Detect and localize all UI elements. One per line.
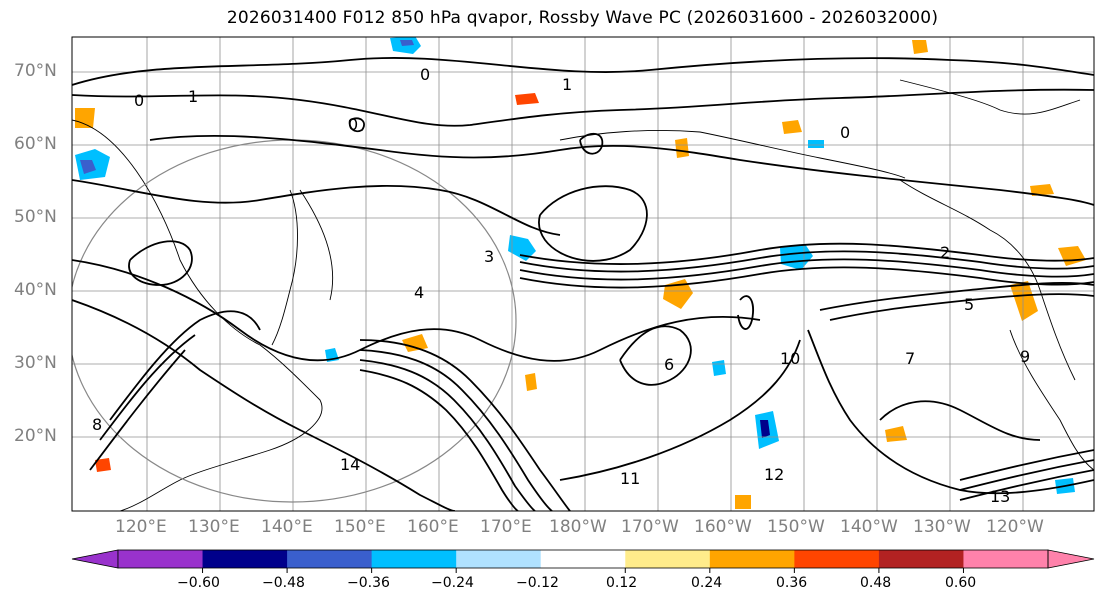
contour-label: 5 [964, 295, 974, 314]
lat-label-30n: 30°N [14, 353, 57, 373]
map-title: 2026031400 F012 850 hPa qvapor, Rossby W… [226, 8, 939, 28]
contour-label: 11 [620, 469, 640, 488]
lon-label-180w: 180°W [549, 517, 607, 537]
lat-label-50n: 50°N [14, 207, 57, 227]
colorbar-tick-label: −0.12 [516, 575, 559, 591]
contour-label: 12 [764, 465, 784, 484]
contour-label: 10 [780, 349, 800, 368]
lon-label-140w: 140°W [840, 517, 898, 537]
contour-label-group: 0 1 0 0 0 1 2 3 4 5 6 7 8 9 10 11 12 13 … [92, 65, 1030, 506]
contour-label: 0 [348, 115, 358, 134]
colorbar-tick-label: 0.12 [606, 575, 638, 591]
colorbar-tick-label: 0.36 [776, 575, 808, 591]
lon-label-150w: 150°W [767, 517, 825, 537]
map-frame [71, 36, 1095, 512]
lon-label-170e: 170°E [480, 517, 532, 537]
contour-label: 0 [840, 123, 850, 142]
lat-label-20n: 20°N [14, 426, 57, 446]
coastlines [72, 79, 1094, 511]
colorbar-tick-label: −0.60 [177, 575, 220, 591]
lon-label-120w: 120°W [986, 517, 1044, 537]
colorbar-tick-label: 0.48 [860, 575, 892, 591]
contour-label: 7 [905, 349, 915, 368]
lat-label-70n: 70°N [14, 61, 57, 81]
lon-label-140e: 140°E [261, 517, 313, 537]
lon-label-130e: 130°E [188, 517, 240, 537]
lon-label-170w: 170°W [621, 517, 679, 537]
colorbar-tick-label: −0.24 [431, 575, 474, 591]
contour-label: 3 [484, 247, 494, 266]
colorbar-tick-label: 0.24 [691, 575, 723, 591]
contour-label: 0 [420, 65, 430, 84]
contour-label: 14 [340, 455, 360, 474]
lon-label-130w: 130°W [913, 517, 971, 537]
lat-label-60n: 60°N [14, 134, 57, 154]
lon-label-120e: 120°E [115, 517, 167, 537]
lon-label-150e: 150°E [334, 517, 386, 537]
colorbar-tick-label: −0.48 [262, 575, 305, 591]
contour-label: 9 [1020, 347, 1030, 366]
lon-label-160w: 160°W [694, 517, 752, 537]
anomaly-shading [75, 37, 1086, 509]
contour-label: 2 [940, 243, 950, 262]
contour-label: 4 [414, 283, 424, 302]
contour-label: 6 [664, 355, 674, 374]
contour-label: 0 [134, 91, 144, 110]
colorbar-tick-label: 0.60 [945, 575, 977, 591]
contour-lines [72, 57, 1094, 511]
contour-label: 13 [990, 487, 1010, 506]
contour-label: 8 [92, 415, 102, 434]
contour-label: 1 [188, 87, 198, 106]
lat-label-40n: 40°N [14, 280, 57, 300]
contour-label: 1 [562, 75, 572, 94]
lon-label-160e: 160°E [407, 517, 459, 537]
colorbar-tick-label: −0.36 [347, 575, 390, 591]
